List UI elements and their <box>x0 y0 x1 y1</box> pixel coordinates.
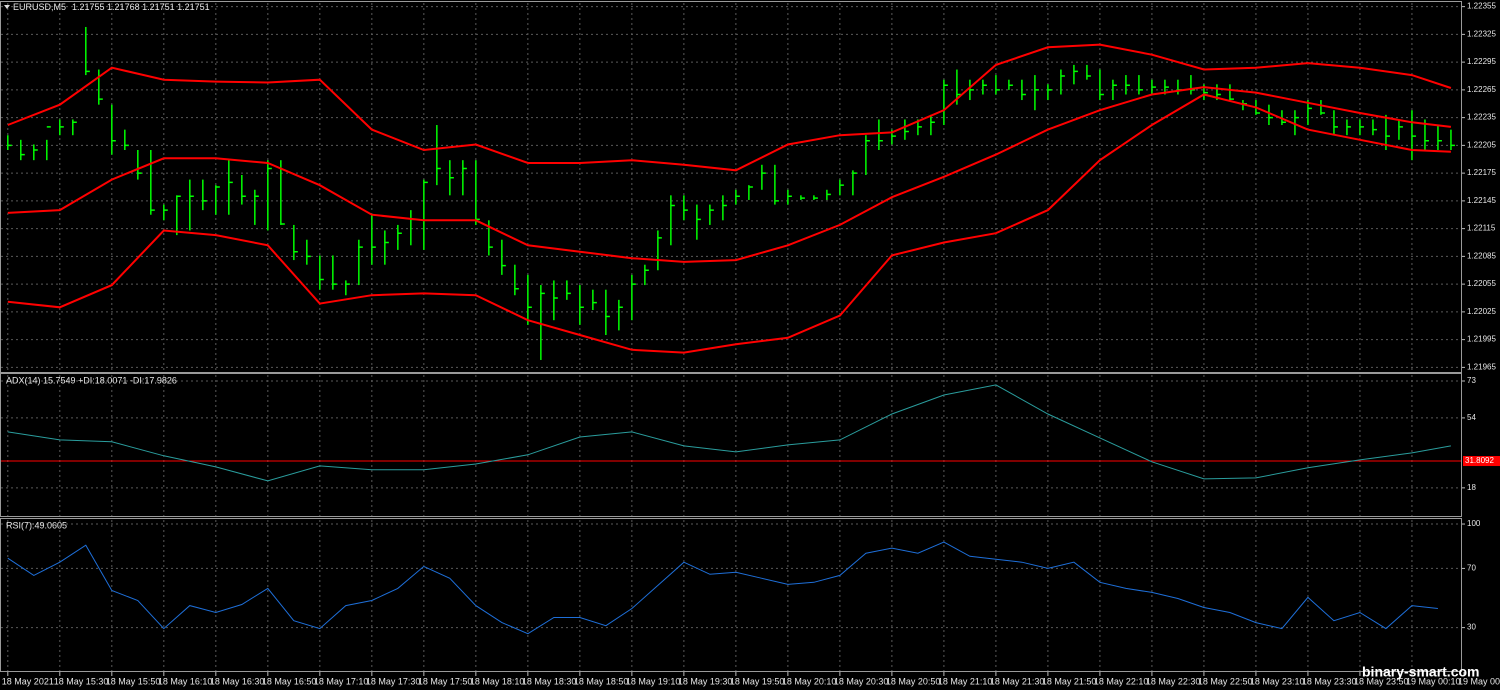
indicator-line <box>7 384 1451 482</box>
x-tick-label: 18 May 19:30 <box>678 676 733 686</box>
x-tick-label: 18 May 21:30 <box>990 676 1045 686</box>
y-tick-label: 70 <box>1467 564 1476 573</box>
x-tick-label: 18 May 22:30 <box>1146 676 1201 686</box>
indicator-line <box>7 541 1438 635</box>
y-tick-label: 1.22325 <box>1467 29 1496 38</box>
x-tick-label: 18 May 16:10 <box>158 676 213 686</box>
x-tick-label: 18 May 22:50 <box>1198 676 1253 686</box>
x-tick-label: 19 May 00: <box>1458 676 1500 686</box>
x-tick-label: 18 May 17:10 <box>314 676 369 686</box>
x-tick-label: 18 May 17:30 <box>366 676 421 686</box>
x-tick-label: 18 May 21:10 <box>938 676 993 686</box>
y-tick-label: 1.22205 <box>1467 140 1496 149</box>
symbol: EURUSD,M5 <box>13 2 66 12</box>
y-tick-label: 1.21995 <box>1467 335 1496 344</box>
y-tick-label: 1.21965 <box>1467 362 1496 371</box>
adx-pane <box>0 373 1462 517</box>
x-tick-label: 18 May 20:10 <box>782 676 837 686</box>
y-tick-label: 1.22055 <box>1467 279 1496 288</box>
band-upper <box>7 43 1452 172</box>
x-tick-label: 18 May 18:30 <box>522 676 577 686</box>
y-tick-label: 1.22235 <box>1467 113 1496 122</box>
y-tick-label: 1.22175 <box>1467 168 1496 177</box>
x-tick-label: 18 May 19:50 <box>730 676 785 686</box>
x-tick-label: 19 May 00:10 <box>1406 676 1461 686</box>
x-tick-label: 18 May 16:50 <box>262 676 317 686</box>
x-tick-label: 18 May 19:10 <box>626 676 681 686</box>
x-tick-label: 18 May 23:30 <box>1302 676 1357 686</box>
y-tick-label: 1.22085 <box>1467 251 1496 260</box>
quote: 1.21755 1.21768 1.21751 1.21751 <box>72 2 210 12</box>
x-tick-label: 18 May 18:50 <box>574 676 629 686</box>
x-tick-label: 18 May 22:10 <box>1094 676 1149 686</box>
x-tick-label: 18 May 16:30 <box>210 676 265 686</box>
y-tick-label: 1.22355 <box>1467 2 1496 11</box>
x-tick-label: 18 May 18:10 <box>470 676 525 686</box>
rsi-title: RSI(7):49.0605 <box>6 520 67 530</box>
y-tick-label: 1.22115 <box>1467 224 1496 233</box>
y-tick-label: 1.22295 <box>1467 57 1496 66</box>
x-tick-label: 18 May 15:30 <box>54 676 109 686</box>
x-tick-label: 18 May 23:10 <box>1250 676 1305 686</box>
level-label: 31.8092 <box>1465 456 1494 465</box>
level-box <box>1463 456 1500 467</box>
y-tick-label: 73 <box>1467 376 1476 385</box>
y-tick-label: 18 <box>1467 483 1476 492</box>
x-tick-label: 18 May 2021 <box>2 676 54 686</box>
x-tick-label: 18 May 17:50 <box>418 676 473 686</box>
y-tick-label: 1.22145 <box>1467 196 1496 205</box>
price-pane <box>0 1 1462 373</box>
x-tick-label: 18 May 23:50 <box>1354 676 1409 686</box>
band-middle <box>7 86 1452 263</box>
y-tick-label: 100 <box>1467 519 1481 528</box>
x-tick-label: 18 May 20:50 <box>886 676 941 686</box>
y-tick-label: 1.22265 <box>1467 85 1496 94</box>
x-tick-label: 18 May 15:50 <box>106 676 161 686</box>
adx-title: ADX(14) 15.7549 +DI:18.0071 -DI:17.9826 <box>6 375 177 385</box>
x-tick-label: 18 May 20:30 <box>834 676 889 686</box>
band-lower <box>7 93 1451 354</box>
rsi-pane <box>0 518 1462 672</box>
y-tick-label: 1.22025 <box>1467 307 1496 316</box>
y-tick-label: 30 <box>1467 623 1476 632</box>
marks-layer <box>1 26 1462 635</box>
watermark: binary-smart.com <box>1362 664 1479 680</box>
y-tick-label: 54 <box>1467 413 1476 422</box>
x-tick-label: 18 May 21:50 <box>1042 676 1097 686</box>
price-title: EURUSD,M5 1.21755 1.21768 1.21751 1.21751 <box>13 2 210 12</box>
menu-triangle[interactable] <box>4 5 10 9</box>
